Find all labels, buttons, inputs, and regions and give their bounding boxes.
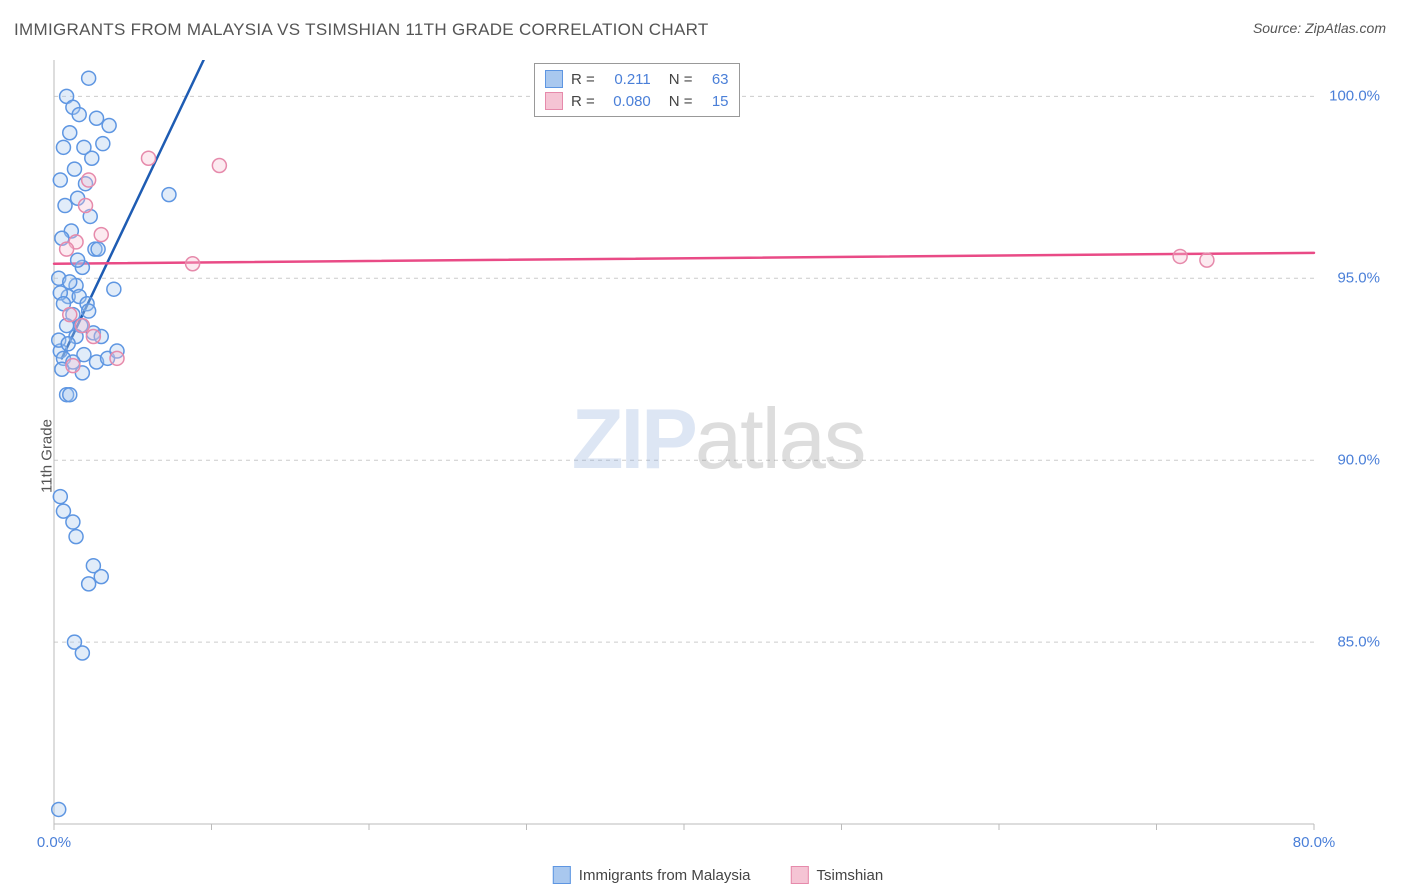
n-label: N =: [669, 71, 693, 88]
y-tick-label: 85.0%: [1337, 634, 1380, 651]
x-tick-label: 80.0%: [1293, 834, 1336, 851]
source-attribution: Source: ZipAtlas.com: [1253, 20, 1386, 36]
series-legend-item: Immigrants from Malaysia: [553, 866, 751, 884]
series-legend-item: Tsimshian: [791, 866, 884, 884]
y-tick-label: 100.0%: [1329, 88, 1380, 105]
n-label: N =: [669, 93, 693, 110]
stats-row: R = 0.080 N = 15: [545, 90, 729, 112]
y-tick-label: 95.0%: [1337, 270, 1380, 287]
n-value: 15: [701, 93, 729, 110]
y-tick-label: 90.0%: [1337, 452, 1380, 469]
legend-swatch: [545, 70, 563, 88]
chart-container: 11th Grade ZIPatlas R =0.211N =63R =0.08…: [50, 60, 1386, 852]
r-label: R =: [571, 93, 595, 110]
r-label: R =: [571, 71, 595, 88]
r-value: 0.211: [603, 71, 651, 88]
legend-swatch: [545, 92, 563, 110]
stats-legend: R = 0.211 N = 63 R = 0.080 N = 15: [534, 63, 740, 117]
chart-title: IMMIGRANTS FROM MALAYSIA VS TSIMSHIAN 11…: [14, 20, 709, 40]
stats-row: R = 0.211 N = 63: [545, 68, 729, 90]
r-value: 0.080: [603, 93, 651, 110]
series-legend-label: Tsimshian: [817, 867, 884, 884]
scatter-plot: [50, 60, 1386, 852]
series-legend-label: Immigrants from Malaysia: [579, 867, 751, 884]
x-tick-label: 0.0%: [37, 834, 71, 851]
legend-swatch: [553, 866, 571, 884]
n-value: 63: [701, 71, 729, 88]
series-legend: Immigrants from Malaysia Tsimshian: [553, 866, 883, 884]
legend-swatch: [791, 866, 809, 884]
